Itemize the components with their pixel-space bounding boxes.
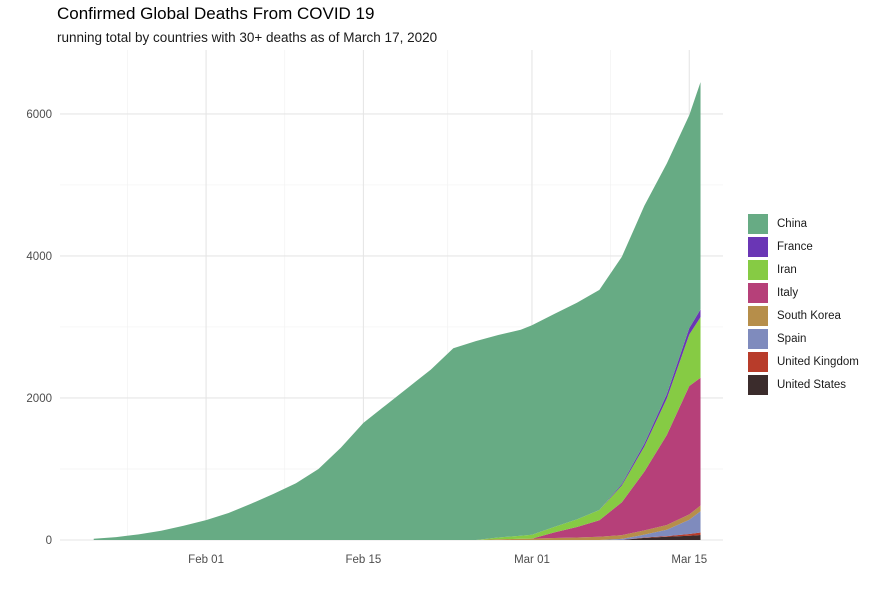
y-tick-label: 6000 [26,109,52,121]
area-united-states [93,535,701,540]
chart-subtitle: running total by countries with 30+ deat… [57,30,438,45]
legend-key-italy [748,282,768,303]
x-tick-label: Mar 15 [671,554,707,566]
legend-label: United Kingdom [777,355,859,368]
legend-key-united-states [748,374,768,395]
y-tick-label: 2000 [26,393,52,405]
legend-label: Spain [777,332,807,345]
legend-key-spain [748,328,768,349]
y-tick-label: 0 [46,535,52,547]
area-italy [93,377,701,540]
chart-legend: China France Iran Italy South Korea Spain Unit… [748,212,859,396]
legend-label: Italy [777,286,799,299]
legend-label: South Korea [777,309,841,322]
legend-key-united-kingdom [748,351,768,372]
area-spain [93,511,701,540]
x-tick-label: Feb 01 [188,554,224,566]
legend-item-spain: Spain [748,327,859,350]
x-tick-label: Mar 01 [514,554,550,566]
chart-title: Confirmed Global Deaths From COVID 19 [57,4,375,23]
legend-label: Iran [777,263,797,276]
legend-item-france: France [748,235,859,258]
legend-label: France [777,240,813,253]
legend-key-iran [748,259,768,280]
legend-item-south-korea: South Korea [748,304,859,327]
legend-key-south-korea [748,305,768,326]
legend-item-united-states: United States [748,373,859,396]
legend-key-france [748,236,768,257]
x-tick-label: Feb 15 [346,554,382,566]
legend-item-united-kingdom: United Kingdom [748,350,859,373]
legend-item-italy: Italy [748,281,859,304]
legend-item-iran: Iran [748,258,859,281]
y-tick-label: 4000 [26,251,52,263]
legend-label: China [777,217,808,230]
legend-key-china [748,213,768,234]
legend-item-china: China [748,212,859,235]
area-china [93,82,701,540]
legend-label: United States [777,378,847,391]
